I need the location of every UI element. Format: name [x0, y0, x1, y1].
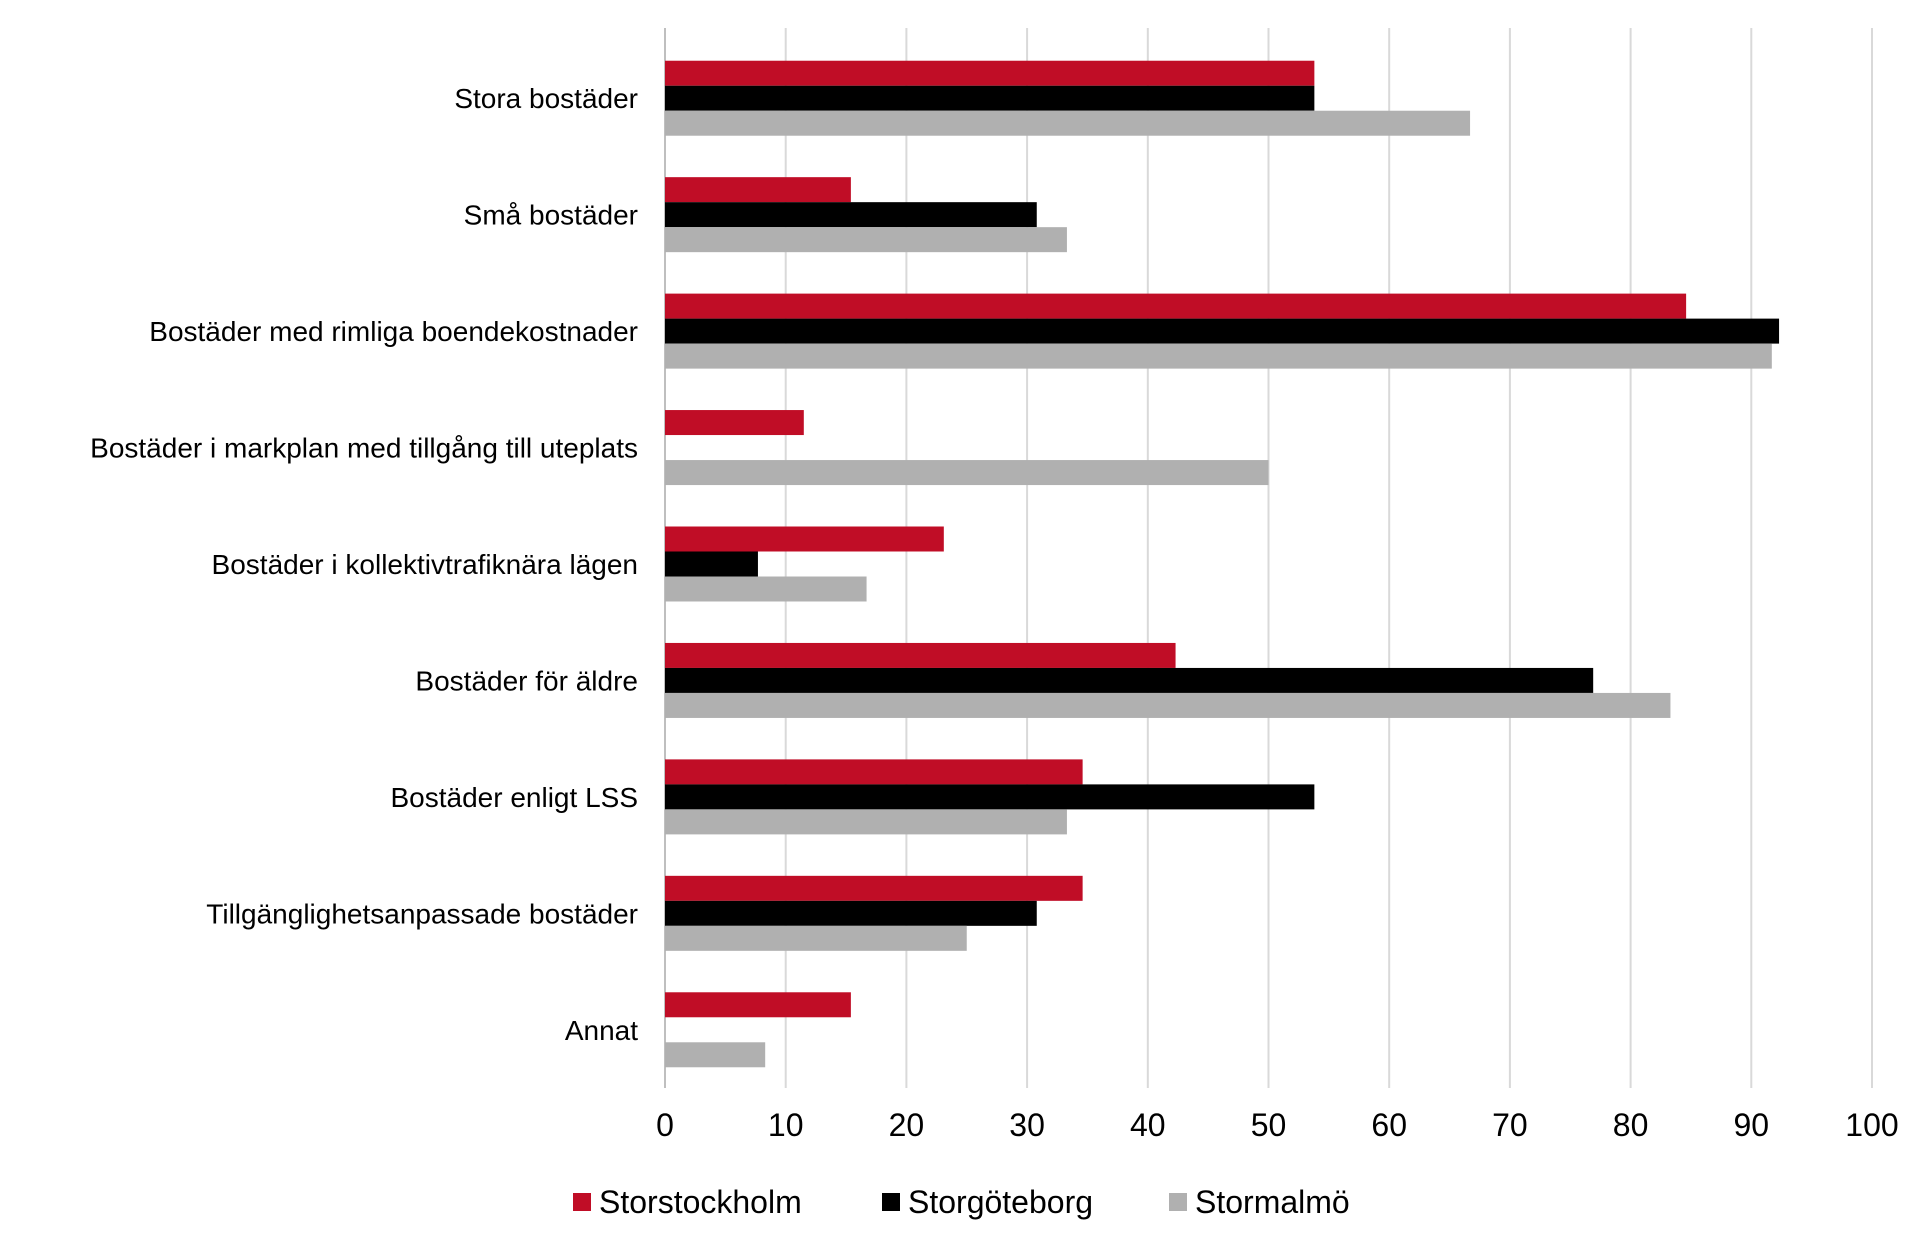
category-label: Bostäder i kollektivtrafiknära lägen	[212, 549, 638, 580]
bar-storgöteborg	[665, 551, 758, 577]
bar-storgöteborg	[665, 900, 1037, 926]
bar-stormalmö	[665, 227, 1067, 253]
bar-storstockholm	[665, 875, 1083, 901]
bar-storstockholm	[665, 177, 851, 203]
bar-stormalmö	[665, 925, 967, 951]
category-label: Små bostäder	[464, 200, 638, 231]
x-tick-label: 20	[889, 1107, 925, 1143]
x-tick-labels: 0 10 20 30 40 50 60 70 80 90 100	[656, 1107, 1899, 1143]
bar-stormalmö	[665, 1042, 766, 1068]
category-label: Bostäder med rimliga boendekostnader	[149, 316, 638, 347]
bar-storstockholm	[665, 759, 1083, 785]
bar-stormalmö	[665, 460, 1269, 486]
x-tick-label: 30	[1009, 1107, 1045, 1143]
bar-storgöteborg	[665, 202, 1037, 228]
x-tick-label: 90	[1734, 1107, 1770, 1143]
bar-stormalmö	[665, 809, 1067, 835]
x-tick-label: 60	[1371, 1107, 1407, 1143]
bar-storstockholm	[665, 992, 851, 1018]
bar-stormalmö	[665, 110, 1471, 136]
bar-stormalmö	[665, 692, 1671, 718]
legend-swatch	[573, 1193, 591, 1211]
category-label: Stora bostäder	[454, 83, 638, 114]
legend-label: Storstockholm	[599, 1184, 802, 1220]
x-tick-label: 40	[1130, 1107, 1166, 1143]
category-label: Annat	[565, 1015, 638, 1046]
bar-storstockholm	[665, 642, 1176, 668]
bar-stormalmö	[665, 576, 867, 602]
x-tick-label: 10	[768, 1107, 804, 1143]
category-label: Bostäder enligt LSS	[391, 782, 639, 813]
x-tick-label: 50	[1251, 1107, 1287, 1143]
legend-swatch	[1169, 1193, 1187, 1211]
bar-storgöteborg	[665, 85, 1315, 111]
legend-swatch	[882, 1193, 900, 1211]
bars	[665, 60, 1780, 1068]
legend-label: Storgöteborg	[908, 1184, 1093, 1220]
bar-storstockholm	[665, 410, 804, 436]
bar-storgöteborg	[665, 667, 1594, 693]
legend: Storstockholm Storgöteborg Stormalmö	[573, 1184, 1350, 1220]
bar-storstockholm	[665, 526, 944, 552]
bar-storstockholm	[665, 293, 1687, 319]
category-label: Bostäder i markplan med tillgång till ut…	[90, 433, 638, 464]
x-tick-label: 0	[656, 1107, 674, 1143]
bar-storgöteborg	[665, 318, 1780, 344]
legend-label: Stormalmö	[1195, 1184, 1350, 1220]
category-labels: Stora bostäder Små bostäder Bostäder med r…	[90, 83, 638, 1046]
bar-storstockholm	[665, 60, 1315, 86]
x-tick-label: 80	[1613, 1107, 1649, 1143]
category-label: Tillgänglighetsanpassade bostäder	[206, 898, 638, 929]
bar-storgöteborg	[665, 784, 1315, 810]
bar-stormalmö	[665, 343, 1772, 369]
x-tick-label: 70	[1492, 1107, 1528, 1143]
category-label: Bostäder för äldre	[415, 665, 638, 696]
x-tick-label: 100	[1845, 1107, 1898, 1143]
